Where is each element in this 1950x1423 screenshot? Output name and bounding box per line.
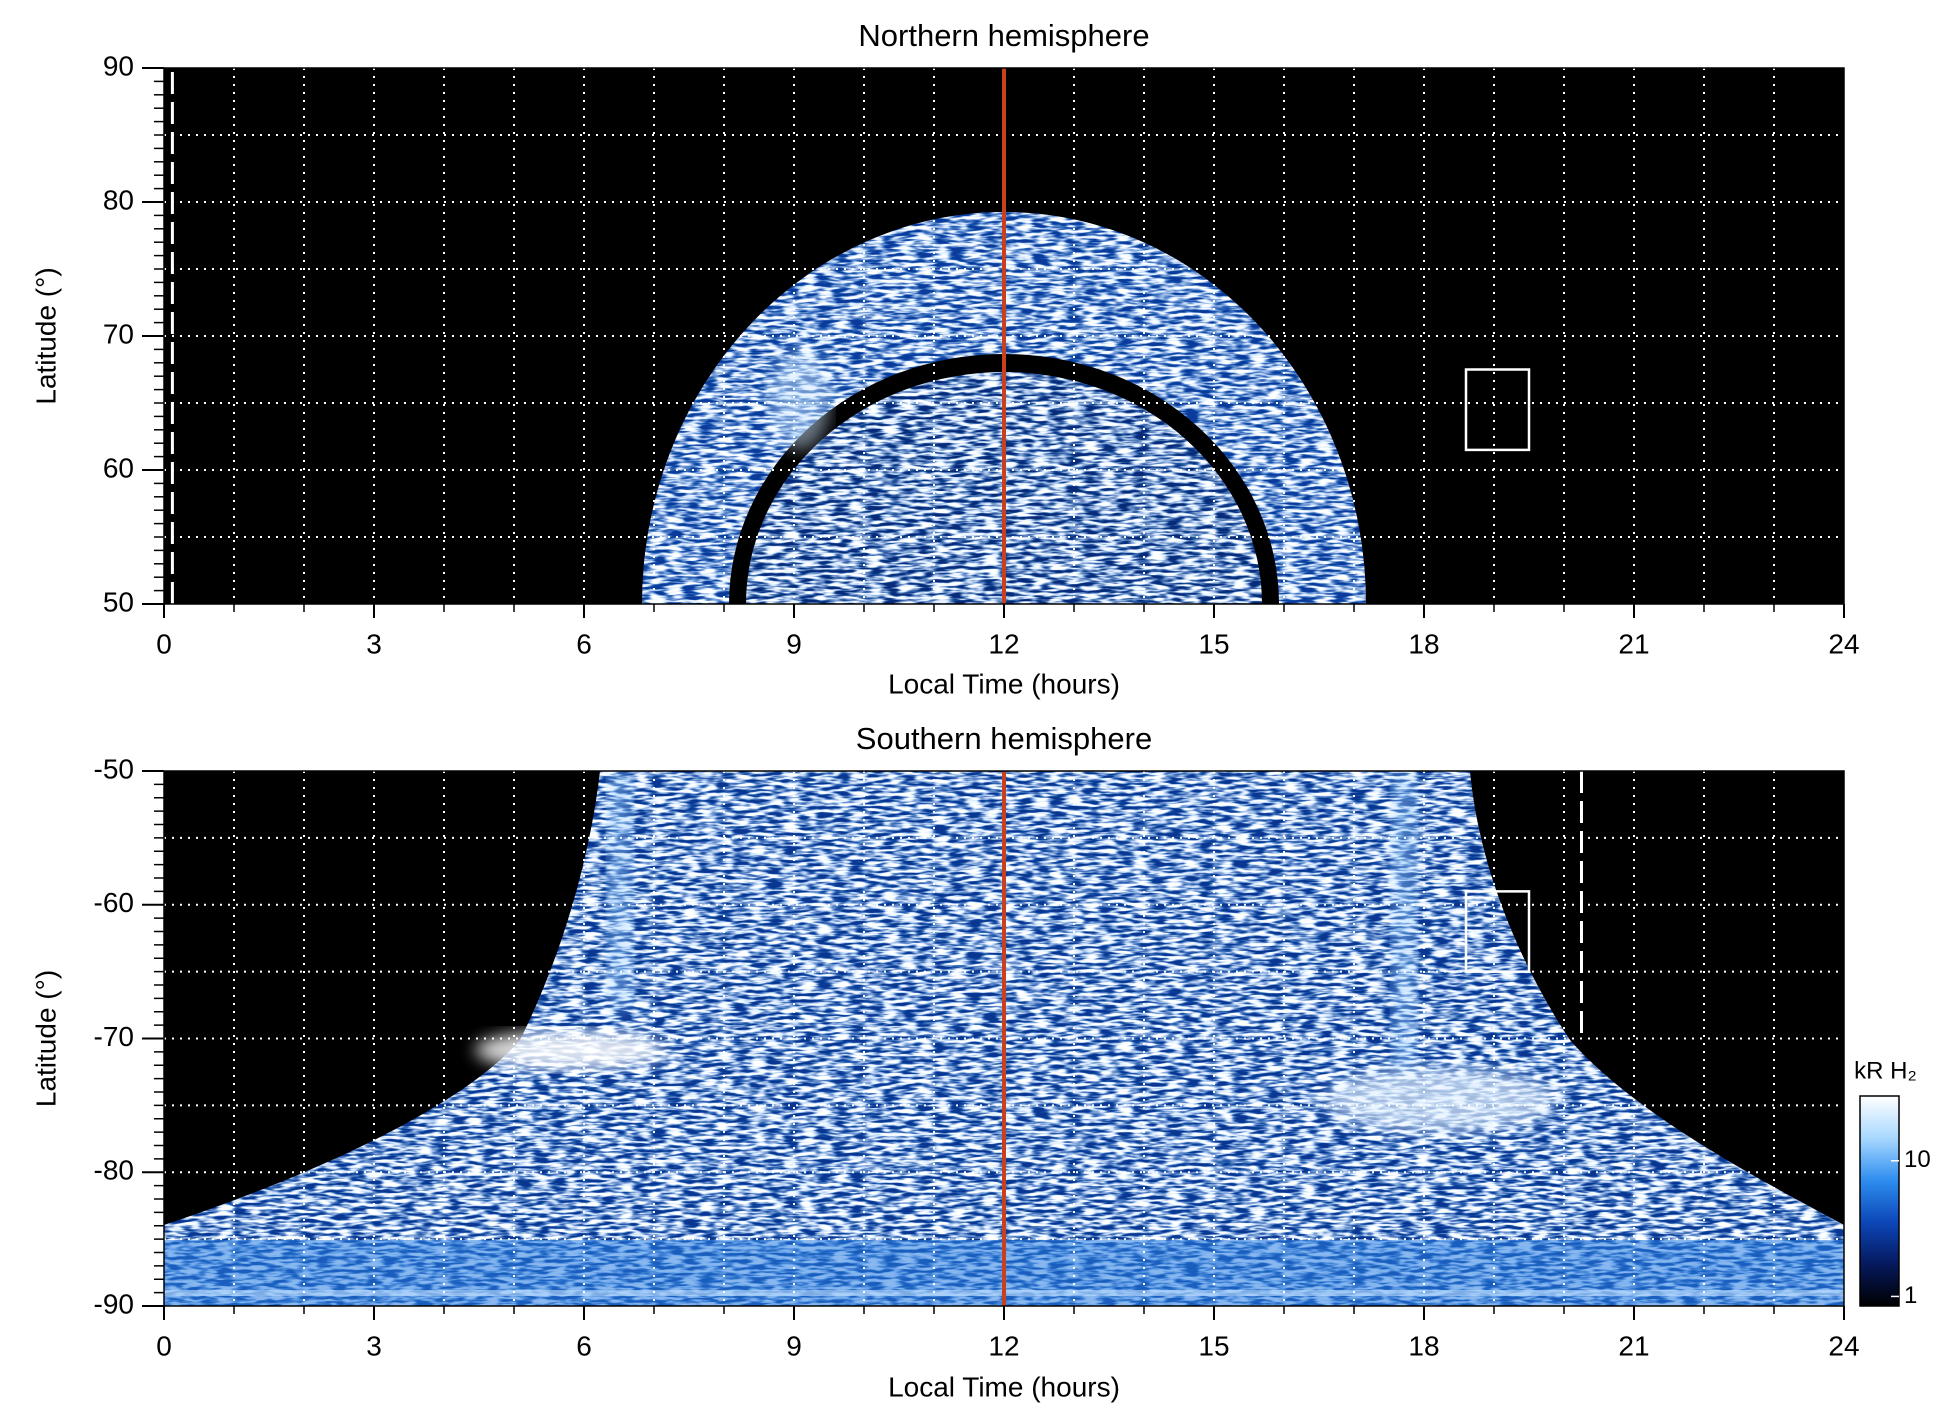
x-tick-label: 21 — [1618, 1330, 1649, 1361]
y-tick-label: 70 — [103, 318, 134, 349]
x-tick-label: 0 — [156, 628, 172, 659]
x-tick-label: 9 — [786, 1330, 802, 1361]
y-tick-label: 50 — [103, 586, 134, 617]
colorbar-label: kR H₂ — [1854, 1057, 1917, 1084]
box — [1464, 890, 1531, 973]
x-tick-label: 21 — [1618, 628, 1649, 659]
colorbar — [1859, 1095, 1900, 1307]
x-tick-label: 6 — [576, 1330, 592, 1361]
y-tick-label: -90 — [94, 1288, 134, 1319]
x-tick-label: 0 — [156, 1330, 172, 1361]
chart-title: Northern hemisphere — [858, 18, 1149, 53]
y-tick-label: 80 — [103, 184, 134, 215]
y-tick-label: -60 — [94, 887, 134, 918]
x-tick-label: 12 — [988, 628, 1019, 659]
y-tick-label: -50 — [94, 753, 134, 784]
x-tick-label: 3 — [366, 1330, 382, 1361]
x-tick-label: 18 — [1408, 628, 1439, 659]
chart-title: Southern hemisphere — [856, 721, 1152, 756]
y-axis-label: Latitude (°) — [30, 267, 61, 404]
x-tick-label: 6 — [576, 628, 592, 659]
y-tick-label: -80 — [94, 1155, 134, 1186]
y-tick-label: -70 — [94, 1021, 134, 1052]
colorbar-tick-label: 1 — [1904, 1282, 1917, 1309]
y-tick-label: 90 — [103, 50, 134, 81]
x-axis-label: Local Time (hours) — [888, 1371, 1120, 1402]
x-tick-label: 18 — [1408, 1330, 1439, 1361]
box — [1464, 368, 1531, 452]
x-tick-label: 12 — [988, 1330, 1019, 1361]
x-tick-label: 24 — [1828, 1330, 1859, 1361]
x-tick-label: 24 — [1828, 628, 1859, 659]
x-tick-label: 9 — [786, 628, 802, 659]
y-axis-label: Latitude (°) — [30, 970, 61, 1107]
x-tick-label: 15 — [1198, 628, 1229, 659]
x-tick-label: 3 — [366, 628, 382, 659]
y-tick-label: 60 — [103, 452, 134, 483]
x-axis-label: Local Time (hours) — [888, 668, 1120, 699]
x-tick-label: 15 — [1198, 1330, 1229, 1361]
colorbar-tick-label: 10 — [1904, 1146, 1931, 1173]
